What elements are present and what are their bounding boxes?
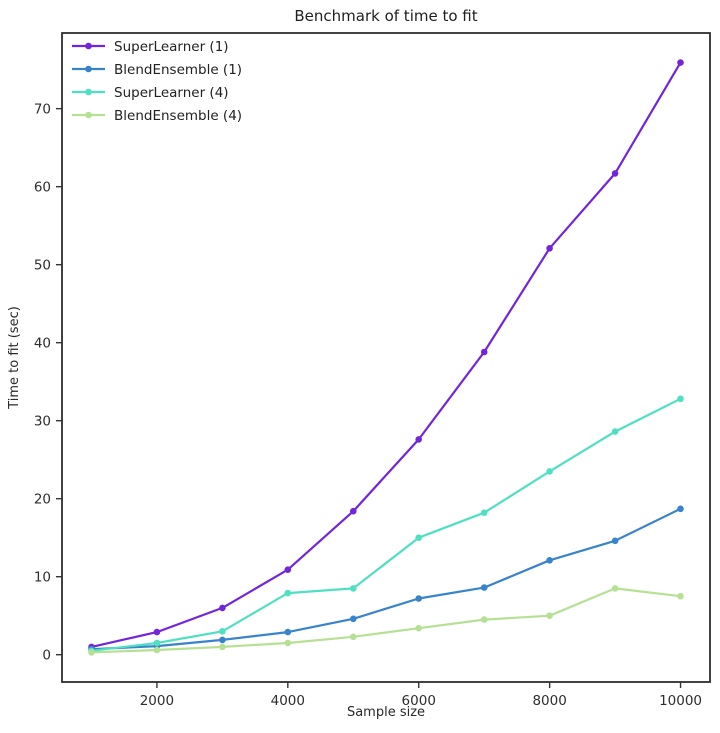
data-point [546,612,553,619]
data-point [153,646,161,654]
y-tick-label: 20 [34,491,51,507]
y-axis-label: Time to fit (sec) [7,306,22,410]
data-point [677,505,684,513]
data-point [415,436,423,443]
series-markers [88,585,684,656]
data-point [480,348,488,356]
data-point [611,428,619,435]
data-point [415,534,423,541]
data-point [677,592,684,600]
legend-item: BlendEnsemble (4) [72,108,242,124]
data-point [284,566,292,573]
data-point [415,624,423,632]
legend-marker [85,88,92,96]
y-tick-label: 30 [34,413,51,429]
data-point [284,628,292,636]
data-point [219,628,226,635]
data-point [611,170,619,177]
x-tick-label: 8000 [532,693,566,709]
x-axis-label: Sample size [347,705,425,720]
data-point [611,585,619,592]
x-tick-label: 2000 [140,693,174,709]
legend-item: SuperLearner (1) [72,39,229,55]
y-tick-label: 50 [34,257,51,273]
data-point [284,639,292,647]
x-tick-label: 6000 [402,693,436,709]
x-tick-label: 10000 [659,693,702,709]
legend-label: BlendEnsemble (4) [114,108,242,124]
data-point [219,643,226,651]
legend-label: SuperLearner (1) [114,39,229,55]
legend: SuperLearner (1) BlendEnsemble (1) SuperLe… [72,39,242,124]
data-point [546,468,553,475]
data-point [677,395,684,403]
legend-marker [85,111,92,119]
axes-frame [61,32,711,683]
data-point [350,507,357,515]
y-tick-label: 70 [34,101,51,117]
x-tick-label: 4000 [271,693,305,709]
y-tick-label: 10 [34,569,51,585]
data-point [88,649,95,656]
data-point [153,628,161,636]
y-tick-label: 40 [34,335,51,351]
data-point [546,245,553,252]
data-point [350,633,357,641]
chart-title: Benchmark of time to fit [294,7,477,25]
data-point [546,557,553,564]
series-line [90,397,682,652]
data-point [219,604,226,612]
legend-label: BlendEnsemble (1) [114,62,242,78]
legend-item: BlendEnsemble (1) [72,62,242,78]
data-point [611,537,619,545]
data-point [480,509,488,516]
data-point [480,584,488,591]
data-point [350,615,357,623]
series-line [90,61,682,649]
data-point [677,59,684,66]
data-point [219,636,226,644]
legend-label: SuperLearner (4) [114,85,229,101]
data-point [415,595,423,602]
axes-background [62,33,710,682]
data-point [153,639,161,647]
series-markers [88,59,684,651]
legend-marker [85,42,92,50]
series-line [90,507,682,651]
y-tick-label: 0 [42,647,51,663]
legend-item: SuperLearner (4) [72,85,229,101]
data-point [284,589,292,597]
legend-marker [85,65,92,73]
y-tick-label: 60 [34,179,51,195]
series-line [90,587,682,654]
data-point [480,616,488,623]
data-point [350,585,357,592]
